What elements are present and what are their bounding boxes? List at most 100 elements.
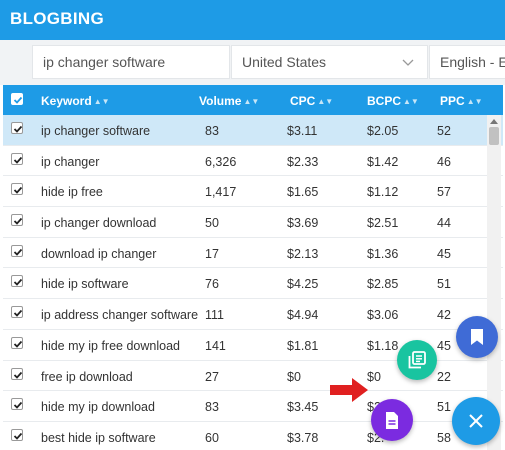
- col-volume-header[interactable]: Volume ▲▼: [199, 94, 259, 108]
- table-row[interactable]: ip address changer software 111 $4.94 $3.06…: [3, 299, 503, 330]
- cell-bcpc: $2.51: [367, 216, 399, 231]
- cell-bcpc: $1.42: [367, 154, 399, 169]
- country-select-value: United States: [242, 54, 327, 70]
- sort-icon: ▲▼: [466, 97, 483, 106]
- cell-ppc: 57: [437, 185, 451, 200]
- cell-bcpc: $1.18: [367, 338, 399, 353]
- checkmark-icon: [13, 340, 23, 348]
- checkmark-icon: [13, 156, 23, 164]
- cell-keyword[interactable]: best hide ip software: [41, 430, 156, 445]
- col-cpc-label: CPC: [290, 94, 316, 108]
- cell-volume: 111: [205, 308, 225, 323]
- brand-logo[interactable]: BLOGBING: [10, 9, 105, 28]
- table-row[interactable]: hide ip free 1,417 $1.65 $1.12 57: [3, 176, 503, 208]
- table-scrollbar[interactable]: [487, 115, 501, 450]
- row-checkbox[interactable]: [11, 183, 23, 196]
- table-header: Keyword ▲▼ Volume ▲▼ CPC ▲▼ BCPC ▲▼ PPC ▲▼: [3, 85, 503, 115]
- cell-cpc: $2.33: [287, 154, 319, 169]
- sort-icon: ▲▼: [317, 97, 334, 106]
- row-checkbox[interactable]: [11, 336, 23, 349]
- cell-cpc: $3.45: [287, 400, 319, 415]
- cell-cpc: $1.81: [287, 338, 319, 353]
- cell-volume: 60: [205, 430, 219, 445]
- row-checkbox[interactable]: [11, 244, 23, 257]
- cell-volume: 1,417: [205, 185, 237, 200]
- cell-ppc: 46: [437, 154, 451, 169]
- cell-bcpc: $0: [367, 369, 381, 384]
- top-bar: BLOGBING: [0, 0, 505, 40]
- select-all-checkbox[interactable]: [11, 93, 23, 105]
- checkmark-icon: [13, 217, 23, 225]
- cell-volume: 83: [205, 124, 219, 138]
- col-cpc-header[interactable]: CPC ▲▼: [290, 94, 333, 108]
- checkmark-icon: [13, 371, 23, 379]
- cell-cpc: $4.94: [287, 308, 319, 323]
- cell-keyword[interactable]: ip changer: [41, 154, 100, 169]
- cell-keyword[interactable]: hide ip software: [41, 277, 129, 292]
- cell-cpc: $0: [287, 369, 301, 384]
- search-controls: ip changer software United States Englis…: [0, 40, 505, 85]
- cell-keyword[interactable]: hide my ip download: [41, 400, 155, 415]
- row-checkbox[interactable]: [11, 214, 23, 227]
- notes-icon: [408, 351, 426, 369]
- cell-keyword[interactable]: ip changer software: [41, 124, 151, 138]
- keyword-table: Keyword ▲▼ Volume ▲▼ CPC ▲▼ BCPC ▲▼ PPC ▲▼ ip…: [3, 85, 503, 450]
- row-checkbox[interactable]: [11, 398, 23, 411]
- table-row[interactable]: hide ip software 76 $4.25 $2.85 51: [3, 268, 503, 300]
- table-row[interactable]: ip changer 6,326 $2.33 $1.42 46: [3, 146, 503, 177]
- keyword-input[interactable]: ip changer software: [32, 45, 230, 79]
- sort-icon: ▲▼: [93, 97, 110, 106]
- cell-keyword[interactable]: ip address changer software: [41, 308, 199, 323]
- sort-icon: ▲▼: [403, 97, 419, 106]
- close-fab[interactable]: [452, 397, 500, 445]
- row-checkbox[interactable]: [11, 275, 23, 288]
- document-fab[interactable]: [371, 399, 413, 441]
- col-bcpc-label: BCPC: [367, 94, 402, 108]
- row-checkbox[interactable]: [11, 428, 23, 441]
- cell-cpc: $3.11: [287, 124, 318, 138]
- scroll-up-arrow-icon[interactable]: [490, 119, 498, 124]
- language-select[interactable]: English - En: [429, 45, 505, 79]
- table-row[interactable]: download ip changer 17 $2.13 $1.36 45: [3, 238, 503, 269]
- cell-cpc: $4.25: [287, 277, 319, 292]
- cell-ppc: 58: [437, 430, 451, 445]
- cell-volume: 17: [205, 246, 219, 261]
- cell-bcpc: $2.05: [367, 124, 399, 138]
- cell-bcpc: $1.36: [367, 246, 399, 261]
- document-icon: [386, 411, 398, 429]
- cell-keyword[interactable]: hide my ip free download: [41, 338, 180, 353]
- cell-volume: 27: [205, 369, 219, 384]
- cell-cpc: $1.65: [287, 185, 319, 200]
- cell-volume: 141: [205, 338, 226, 353]
- cell-keyword[interactable]: ip changer download: [41, 216, 157, 231]
- table-row[interactable]: ip changer download 50 $3.69 $2.51 44: [3, 207, 503, 238]
- col-keyword-header[interactable]: Keyword ▲▼: [41, 94, 110, 108]
- chevron-down-icon: [402, 59, 414, 66]
- row-checkbox[interactable]: [11, 306, 23, 319]
- table-row[interactable]: hide my ip free download 141 $1.81 $1.18 45: [3, 330, 503, 361]
- cell-ppc: 51: [437, 277, 451, 292]
- bookmark-fab[interactable]: [456, 316, 498, 358]
- notes-fab[interactable]: [397, 340, 437, 380]
- cell-volume: 6,326: [205, 154, 237, 169]
- cell-keyword[interactable]: hide ip free: [41, 185, 103, 200]
- cell-ppc: 22: [437, 369, 451, 384]
- row-checkbox[interactable]: [11, 122, 23, 134]
- table-row[interactable]: ip changer software 83 $3.11 $2.05 52: [3, 115, 503, 146]
- checkmark-icon: [13, 96, 23, 104]
- checkmark-icon: [13, 125, 23, 133]
- checkmark-icon: [13, 187, 23, 195]
- col-bcpc-header[interactable]: BCPC ▲▼: [367, 94, 419, 108]
- col-ppc-label: PPC: [440, 94, 465, 108]
- cell-keyword[interactable]: download ip changer: [41, 246, 157, 261]
- table-row[interactable]: free ip download 27 $0 $0 22: [3, 361, 503, 392]
- cell-cpc: $3.78: [287, 430, 319, 445]
- col-ppc-header[interactable]: PPC ▲▼: [440, 94, 483, 108]
- country-select[interactable]: United States: [231, 45, 428, 79]
- table-row[interactable]: best hide ip software 60 $3.78 $2. 58: [3, 422, 503, 450]
- row-checkbox[interactable]: [11, 152, 23, 165]
- cell-keyword[interactable]: free ip download: [41, 369, 133, 384]
- row-checkbox[interactable]: [11, 367, 23, 380]
- scroll-thumb[interactable]: [489, 127, 499, 145]
